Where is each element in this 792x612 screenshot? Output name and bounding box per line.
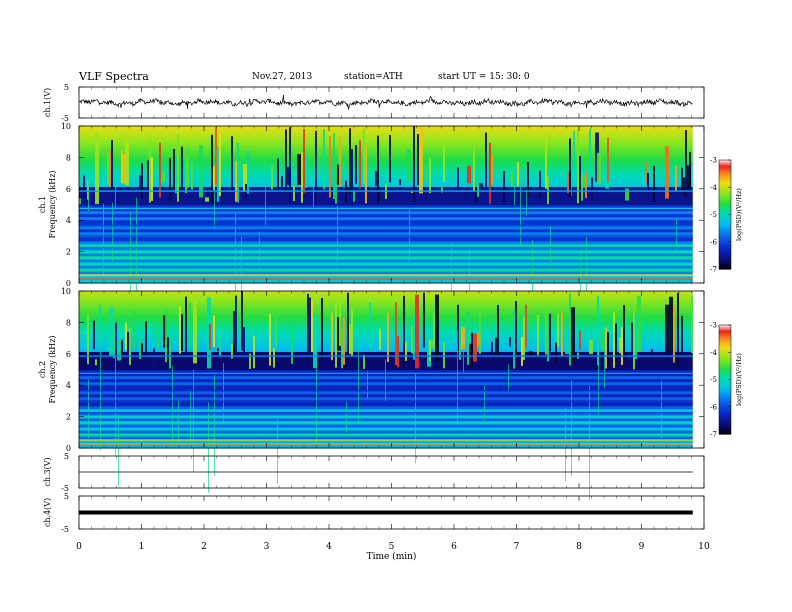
ch2-colorbar-tick--3: -3 <box>710 322 717 330</box>
ch2-colorbar-tick--4: -4 <box>710 349 717 357</box>
xtick-1: 1 <box>139 542 145 552</box>
ch2-ytick-2: 2 <box>66 413 71 422</box>
xtick-0: 0 <box>76 542 82 552</box>
station-label: station=ATH <box>344 72 403 82</box>
ch1-ytick-min: -5 <box>61 114 69 123</box>
ch2-ytick-10: 10 <box>61 287 71 296</box>
ch4-ylabel: ch.4(V) <box>43 498 52 527</box>
xtick-10: 10 <box>698 542 710 552</box>
ch2-ylabel: ch.2Frequency (kHz) <box>38 335 57 403</box>
ch1-ytick-6: 6 <box>66 185 71 194</box>
ch3-ylabel: ch.3(V) <box>43 457 52 486</box>
ch2-colorbar-label: log(PSD)(V²/Hz) <box>735 353 743 406</box>
ch1-colorbar-label: log(PSD)(V²/Hz) <box>735 188 743 241</box>
ch1-ytick-8: 8 <box>66 153 71 162</box>
xtick-5: 5 <box>389 542 395 552</box>
xtick-9: 9 <box>639 542 645 552</box>
ch1-ylabel: ch.1(V) <box>43 88 52 117</box>
ch2-ytick-0: 0 <box>66 444 71 453</box>
ch4-ytick-max: 5 <box>64 492 69 501</box>
ch2-spectrogram-panel: 0 2 4 6 8 10 -3 -4 -5 -6 -7 log(PSD)(V²/Hz) <box>61 287 743 501</box>
ch1-ytick-max: 5 <box>64 83 69 92</box>
xtick-6: 6 <box>451 542 457 552</box>
ch1-colorbar-tick--7: -7 <box>710 266 717 274</box>
ch2-colorbar-tick--7: -7 <box>710 431 717 439</box>
ch1-colorbar-tick--3: -3 <box>710 157 717 165</box>
xaxis-label: Time (min) <box>367 551 417 562</box>
ch2-ytick-6: 6 <box>66 350 71 359</box>
ch2-colorbar-tick--5: -5 <box>710 376 717 384</box>
ch1-waveform-panel: 5 -5 <box>61 83 705 123</box>
ch1-waveform-line <box>78 94 693 110</box>
chart-title: VLF Spectra <box>79 70 149 83</box>
ch4-waveform-panel: 5 -5 <box>61 492 705 534</box>
ch1-ytick-10: 10 <box>61 122 71 131</box>
ch1-ytick-2: 2 <box>66 248 71 257</box>
xtick-2: 2 <box>201 542 207 552</box>
ch3-ytick-max: 5 <box>64 452 69 461</box>
date-label: Nov.27, 2013 <box>252 72 313 82</box>
ch3-ytick-min: -5 <box>61 484 69 493</box>
xtick-8: 8 <box>576 542 582 552</box>
ch2-ytick-8: 8 <box>66 318 71 327</box>
ch3-waveform-panel: 5 -5 <box>61 452 705 493</box>
ch1-spectrogram-panel: 0 2 4 6 8 10 -3 -4 -5 -6 -7 log(PSD)(V²/Hz) <box>61 122 743 360</box>
xtick-4: 4 <box>326 542 332 552</box>
xtick-7: 7 <box>514 542 520 552</box>
ch4-ytick-min: -5 <box>61 525 69 534</box>
ch1-colorbar-tick--6: -6 <box>710 238 717 246</box>
start-time-label: start UT = 15: 30: 0 <box>438 72 530 82</box>
xtick-3: 3 <box>264 542 270 552</box>
ch1-ytick-0: 0 <box>66 279 71 288</box>
ch1-colorbar-tick--4: -4 <box>710 184 717 192</box>
ch1-ytick-4: 4 <box>66 216 71 225</box>
ch2-ytick-4: 4 <box>66 381 71 390</box>
ch1-ylabel: ch.1Frequency (kHz) <box>38 170 57 238</box>
ch2-colorbar-tick--6: -6 <box>710 403 717 411</box>
ch1-colorbar-tick--5: -5 <box>710 211 717 219</box>
